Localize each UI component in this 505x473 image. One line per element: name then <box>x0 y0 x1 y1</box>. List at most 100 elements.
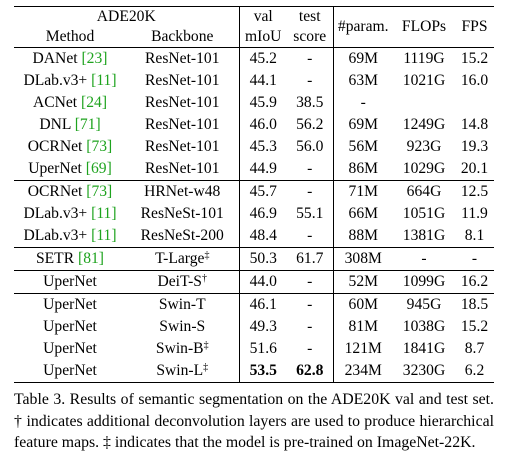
test-score-cell: 38.5 <box>296 94 324 111</box>
params-cell: 71M <box>332 180 393 203</box>
table-row: DNL [71] ResNet-101 46.0 56.2 69M 1249G 14.8 <box>14 114 494 136</box>
val-miou-cell: 50.3 <box>238 247 287 271</box>
fps-cell: 11.9 <box>461 205 488 222</box>
table-row: UperNet Swin-L‡ 53.5 62.8 234M 3230G 6.2 <box>14 360 494 383</box>
method-cell: SETR [81] <box>14 247 126 271</box>
flops-cell: 923G <box>406 138 442 155</box>
test-score-cell: - <box>287 47 333 70</box>
flops-cell: 1381G <box>402 227 446 244</box>
citation-ref: [23] <box>81 50 108 67</box>
method-name: UperNet <box>43 340 97 357</box>
table-row: UperNet Swin-B‡ 51.6-121M 1841G 8.7 <box>14 338 494 360</box>
val-miou-cell: 44.9 <box>238 158 287 181</box>
val-miou-cell: 46.0 <box>238 114 287 136</box>
fps-cell <box>455 92 494 114</box>
method-name: UperNet <box>43 296 97 313</box>
flops-cell: 1038G <box>402 318 446 335</box>
table-figure: ADE20K val test #param. FLOPs FPS Method… <box>14 6 494 454</box>
method-name: OCRNet <box>27 138 83 155</box>
fps-cell: 16.0 <box>460 72 489 89</box>
citation-ref: [81] <box>78 250 104 267</box>
table-caption: Table 3. Results of semantic segmentatio… <box>14 391 494 451</box>
method-name: UperNet <box>28 160 82 177</box>
header-params: #param. <box>332 6 393 48</box>
fps-cell: 18.5 <box>455 293 494 316</box>
header-flops: FLOPs <box>393 6 455 48</box>
table-row: OCRNet [73] ResNet-101 45.3 56.0 56M 923G 19.3 <box>14 136 494 158</box>
backbone-name: ResNeSt-200 <box>140 227 224 244</box>
method-cell: OCRNet [73] <box>14 180 126 203</box>
backbone-cell: Swin-L‡ <box>126 360 239 383</box>
params-cell: 69M <box>332 47 393 70</box>
backbone-name: ResNet-101 <box>145 94 220 111</box>
val-miou-cell: 49.3 <box>238 316 287 338</box>
citation-ref: [73] <box>86 138 113 155</box>
backbone-cell: ResNet-101 <box>126 47 239 70</box>
dataset-label: ADE20K <box>14 6 239 27</box>
citation-ref: [11] <box>91 72 117 89</box>
fps-cell: - <box>455 247 494 271</box>
test-score-cell: - <box>307 227 313 244</box>
backbone-cell: ResNet-101 <box>126 114 239 136</box>
backbone-cell: DeiT-S† <box>126 270 239 294</box>
backbone-name: ResNet-101 <box>145 116 220 133</box>
method-name: DLab.v3+ <box>23 227 88 244</box>
flops-cell <box>393 92 455 114</box>
header-val-top: val <box>238 6 287 27</box>
method-cell: UperNet <box>14 270 126 294</box>
table-row: DLab.v3+ [11] ResNeSt-200 48.4 - 88M 1381G 8.1 <box>14 225 494 248</box>
backbone-cell: ResNet-101 <box>126 136 239 158</box>
val-miou-cell: 48.4 <box>238 225 287 248</box>
test-score-cell: 56.2 <box>296 116 324 133</box>
header-fps: FPS <box>455 6 494 48</box>
backbone-name: Swin-L <box>156 362 204 379</box>
table-row: DANet [23] ResNet-101 45.2-69M 1119G 15.2 <box>14 47 494 70</box>
test-score-cell: 61.7 <box>287 247 333 271</box>
method-name: OCRNet <box>27 183 83 200</box>
table-row: DLab.v3+ [11] ResNet-101 44.1 - 63M 1021G 16.0 <box>14 70 494 92</box>
table-row: OCRNet [73] HRNet-w48 45.7-71M 664G 12.5 <box>14 180 494 203</box>
method-cell: DLab.v3+ [11] <box>14 70 126 92</box>
table-row: UperNet Swin-T 46.1-60M 945G 18.5 <box>14 293 494 316</box>
fps-cell: 12.5 <box>455 180 494 203</box>
backbone-cell: Swin-T <box>126 293 239 316</box>
backbone-name: ResNet-101 <box>145 50 220 67</box>
header-row-1: ADE20K val test #param. FLOPs FPS <box>14 6 494 48</box>
flops-cell: 1119G <box>393 47 455 70</box>
params-cell: 88M <box>332 225 393 248</box>
backbone-cell: T-Large‡ <box>126 247 239 271</box>
test-score-cell: - <box>307 160 313 177</box>
backbone-cell: ResNeSt-101 <box>126 203 239 225</box>
params-cell: 63M <box>332 70 393 92</box>
method-name: UperNet <box>43 362 97 379</box>
citation-ref: [24] <box>81 94 108 111</box>
test-score-cell: - <box>287 293 333 316</box>
backbone-name: ResNeSt-101 <box>140 205 224 222</box>
params-cell: 66M <box>332 203 393 225</box>
method-cell: OCRNet [73] <box>14 136 126 158</box>
val-miou-cell: 44.0 <box>238 270 287 294</box>
backbone-name: Swin-B <box>155 340 204 357</box>
val-miou-cell: 44.1 <box>238 70 287 92</box>
backbone-cell: Swin-B‡ <box>126 338 239 360</box>
fps-cell: 8.1 <box>464 227 485 244</box>
val-miou-cell: 46.9 <box>238 203 287 225</box>
citation-ref: [69] <box>85 160 112 177</box>
method-cell: UperNet [69] <box>14 158 126 181</box>
backbone-name: HRNet-w48 <box>144 183 221 200</box>
pretrain-mark: ‡ <box>204 250 210 261</box>
results-table: ADE20K val test #param. FLOPs FPS Method… <box>14 6 494 383</box>
method-cell: DANet [23] <box>14 47 126 70</box>
val-miou-cell: 45.3 <box>238 136 287 158</box>
backbone-name: ResNet-101 <box>145 138 220 155</box>
pretrain-mark: ‡ <box>203 362 209 373</box>
flops-cell: 1021G <box>402 72 446 89</box>
method-name: SETR <box>35 250 75 267</box>
citation-ref: [71] <box>74 116 101 133</box>
params-cell: 308M <box>332 247 393 271</box>
backbone-cell: Swin-S <box>126 316 239 338</box>
method-name: DLab.v3+ <box>23 205 88 222</box>
flops-cell: 1841G <box>402 340 446 357</box>
method-cell: UperNet <box>14 338 126 360</box>
backbone-name: Swin-T <box>158 296 206 313</box>
